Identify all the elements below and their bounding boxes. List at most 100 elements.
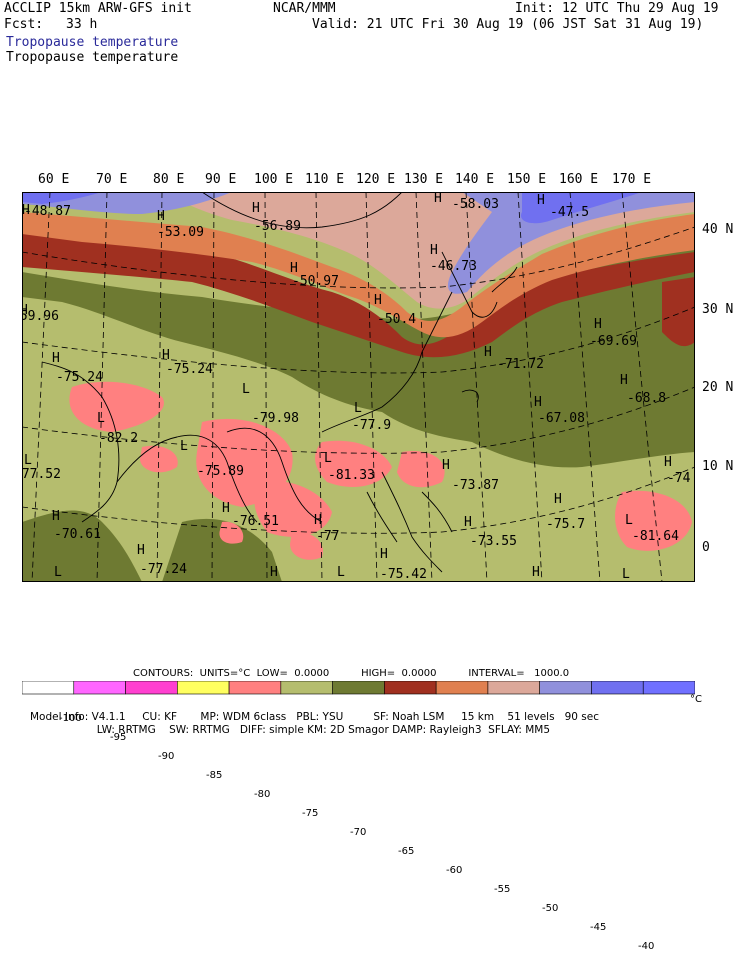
extremum-label: -46.73	[430, 259, 477, 274]
extremum-label: L	[324, 451, 332, 466]
color-bar-tick: -50	[542, 903, 559, 914]
extremum-label: H	[270, 565, 278, 580]
lon-label: 150 E	[507, 172, 547, 187]
field-band-dark-olive-west	[22, 510, 142, 582]
extremum-label: -77.52	[22, 467, 61, 482]
lon-label: 130 E	[404, 172, 444, 187]
color-bar-segment	[332, 681, 385, 695]
extremum-label: H	[594, 317, 602, 332]
color-bar-tick: -40	[638, 941, 655, 952]
extremum-label: H	[22, 203, 30, 218]
lon-label: 90 E	[205, 172, 237, 187]
model-info-line1: Model Info: V4.1.1 CU: KF MP: WDM 6class…	[30, 711, 599, 723]
field-band-dark-olive-south	[162, 518, 282, 582]
color-bar-segment	[280, 681, 333, 695]
extremum-label: H	[290, 261, 298, 276]
lon-label: 160 E	[559, 172, 599, 187]
extremum-label: -47.5	[550, 205, 589, 220]
extremum-label: -75.89	[197, 464, 244, 479]
lat-label: 10 N	[702, 459, 734, 474]
extremum-label: H	[22, 303, 28, 318]
extremum-label: H	[137, 543, 145, 558]
extremum-label: -50.97	[292, 274, 339, 289]
extremum-label: -77.24	[140, 562, 187, 577]
extremum-label: L	[24, 453, 32, 468]
color-bar-ticks: -100 -95 -90 -85 -80 -75 -70 -65 -60 -55…	[0, 694, 740, 952]
color-bar-segment	[642, 681, 695, 695]
extrema-labels: H -48.87 H -53.09 H -56.89 H -58.03 H -4…	[22, 192, 691, 582]
color-bar-segment	[591, 681, 644, 695]
extremum-label: L	[622, 567, 630, 582]
color-bar-segment	[228, 681, 282, 695]
extremum-label: -77.9	[352, 418, 391, 433]
forecast-hour: 33 h	[66, 17, 98, 32]
extremum-label: -79.98	[252, 411, 299, 426]
color-bar	[22, 681, 695, 695]
extremum-label: L	[242, 382, 250, 397]
extremum-label: -69.69	[590, 334, 637, 349]
extremum-label: H	[430, 243, 438, 258]
extremum-label: -73.87	[452, 478, 499, 493]
color-bar-tick: -60	[446, 865, 463, 876]
color-bar-tick: -45	[590, 922, 607, 933]
extremum-label: -56.89	[254, 219, 301, 234]
extremum-label: -75.7	[546, 517, 585, 532]
extremum-label: H	[442, 458, 450, 473]
extremum-label: H	[537, 193, 545, 208]
color-bar-tick: -75	[302, 808, 319, 819]
field-title-secondary: Tropopause temperature	[6, 50, 179, 65]
init-time: Init: 12 UTC Thu 29 Aug 19	[515, 1, 719, 16]
extremum-label: -81.33	[328, 468, 375, 483]
extremum-label: L	[54, 565, 62, 580]
lat-label: 30 N	[702, 302, 734, 317]
extremum-label: -81.64	[632, 529, 679, 544]
extremum-label: H	[157, 209, 165, 224]
extremum-label: L	[337, 565, 345, 580]
lat-label: 20 N	[702, 380, 734, 395]
extremum-label: H	[532, 565, 540, 580]
extremum-label: H	[222, 501, 230, 516]
contours-info: CONTOURS: UNITS=°C LOW= 0.0000 HIGH= 0.0…	[133, 668, 570, 679]
extremum-label: -68.8	[627, 391, 666, 406]
field-band-brown-east	[662, 277, 695, 347]
color-bar-segment	[73, 681, 126, 695]
extremum-label: -75.42	[380, 567, 427, 582]
lon-label: 170 E	[612, 172, 652, 187]
lon-label: 120 E	[356, 172, 396, 187]
valid-time: Valid: 21 UTC Fri 30 Aug 19 (06 JST Sat …	[312, 17, 704, 32]
extremum-label: H	[554, 492, 562, 507]
extremum-label: L	[97, 411, 105, 426]
extremum-label: H	[664, 455, 672, 470]
extremum-label: H	[52, 351, 60, 366]
extremum-label: H	[464, 515, 472, 530]
lon-label: 100 E	[254, 172, 294, 187]
extremum-label: L	[625, 513, 633, 528]
lat-label: 0	[702, 540, 710, 555]
field-band-lavender-east	[447, 192, 695, 294]
field-band-orange	[22, 212, 695, 338]
color-bar-segment	[177, 681, 230, 695]
color-bar-unit: °C	[690, 694, 702, 705]
forecast-label: Fcst:	[4, 17, 44, 32]
color-bar-tick: -85	[206, 770, 223, 781]
extremum-label: H	[620, 373, 628, 388]
tropopause-temperature-map: H -48.87 H -53.09 H -56.89 H -58.03 H -4…	[22, 192, 695, 582]
extremum-label: -82.2	[99, 431, 138, 446]
field-band-brown	[22, 232, 695, 358]
field-title-primary: Tropopause temperature	[6, 35, 179, 50]
extremum-label: -75.24	[166, 362, 213, 377]
extremum-label: -59.96	[22, 309, 59, 324]
lon-label: 80 E	[153, 172, 185, 187]
extremum-label: -67.08	[538, 411, 585, 426]
color-bar-tick: -65	[398, 846, 415, 857]
center-label: NCAR/MMM	[273, 1, 336, 16]
extremum-label: H	[380, 547, 388, 562]
field-band-blue-east	[521, 192, 642, 224]
extremum-label: -73.55	[470, 534, 517, 549]
lon-label: 140 E	[455, 172, 495, 187]
extremum-label: -70.61	[54, 527, 101, 542]
color-bar-segment	[539, 681, 592, 695]
color-bar-tick: -100	[59, 713, 82, 724]
coastlines	[41, 192, 518, 573]
extremum-label: -77	[316, 529, 339, 544]
